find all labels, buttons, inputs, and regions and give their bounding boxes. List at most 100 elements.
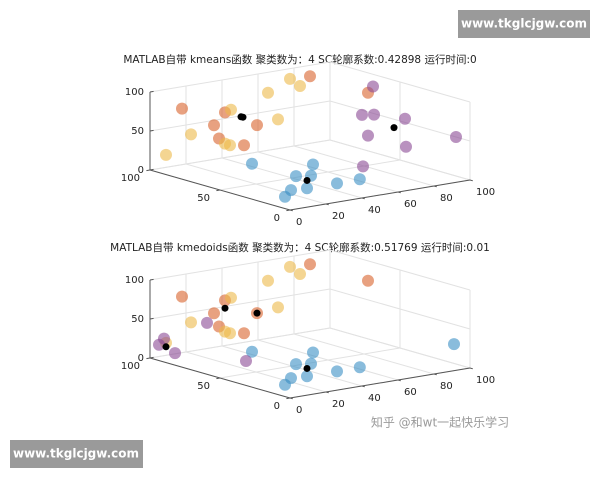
y-tick-label: 60: [404, 199, 417, 210]
point: [153, 338, 165, 351]
point: [303, 176, 311, 184]
point: [272, 113, 284, 126]
point: [224, 327, 236, 340]
tick-mark: [433, 373, 437, 376]
tick-mark: [361, 197, 365, 200]
point: [357, 160, 369, 173]
point: [356, 108, 368, 121]
point: [362, 129, 374, 142]
grid-line: [257, 151, 399, 193]
y-tick-label: 0: [296, 405, 302, 416]
point: [304, 70, 316, 83]
x-tick-label: 0: [274, 213, 280, 224]
x-tick-label: 50: [197, 381, 210, 392]
point: [272, 301, 284, 314]
point: [294, 80, 306, 92]
tick-mark: [216, 189, 221, 192]
y-tick-label: 40: [368, 393, 381, 404]
point: [176, 290, 188, 303]
watermark: 知乎 @和wt一起快乐学习: [371, 415, 509, 430]
grid-line: [257, 339, 399, 381]
tick-mark: [146, 357, 151, 360]
point: [221, 304, 229, 312]
point: [448, 338, 460, 351]
point: [224, 139, 236, 152]
y-tick-label: 40: [368, 205, 381, 216]
tick-mark: [325, 203, 329, 206]
tick-mark: [149, 129, 154, 132]
watermark: www.tkglcjgw.com: [13, 447, 139, 461]
point: [331, 365, 343, 378]
point: [253, 309, 261, 317]
tick-mark: [469, 367, 473, 370]
point: [307, 158, 319, 171]
tick-mark: [469, 179, 473, 182]
point: [301, 370, 313, 383]
chart-title: MATLAB自带 kmedoids函数 聚类数为：4 SC轮廓系数:0.5176…: [110, 241, 490, 254]
watermark: www.tkglcjgw.com: [461, 17, 587, 31]
point: [284, 260, 296, 273]
point: [225, 291, 237, 304]
point: [225, 103, 237, 116]
point: [331, 177, 343, 190]
point: [390, 124, 398, 132]
point: [362, 274, 374, 287]
tick-mark: [289, 397, 293, 400]
grid-line: [149, 139, 331, 171]
point: [162, 343, 170, 351]
point: [290, 358, 302, 371]
point: [176, 102, 188, 115]
grid-line: [149, 249, 331, 281]
y-tick-label: 0: [296, 217, 302, 228]
point: [294, 268, 306, 280]
grid-line: [293, 333, 435, 375]
point: [251, 119, 263, 132]
point: [399, 112, 411, 125]
point: [246, 157, 258, 170]
point: [262, 274, 274, 287]
z-tick-label: 100: [125, 87, 144, 98]
point: [450, 131, 462, 143]
tick-mark: [397, 379, 401, 382]
point: [400, 140, 412, 153]
y-tick-label: 100: [476, 187, 495, 198]
grid-line: [149, 61, 331, 93]
point: [367, 80, 379, 93]
grid-line: [329, 249, 471, 291]
x-tick-label: 100: [121, 173, 140, 184]
point: [169, 347, 181, 360]
point: [262, 86, 274, 99]
point: [290, 170, 302, 183]
tick-mark: [149, 278, 154, 281]
grid-line: [329, 327, 471, 369]
point: [301, 182, 313, 195]
chart-title: MATLAB自带 kmeans函数 聚类数为：4 SC轮廓系数:0.42898 …: [123, 53, 476, 66]
point: [303, 364, 311, 372]
y-tick-label: 80: [440, 193, 453, 204]
point: [284, 72, 296, 85]
point: [208, 307, 220, 320]
tick-mark: [361, 385, 365, 388]
axis-line: [289, 179, 471, 211]
x-tick-label: 0: [274, 401, 280, 412]
point: [201, 316, 213, 329]
tick-mark: [286, 397, 291, 400]
y-tick-label: 60: [404, 387, 417, 398]
point: [246, 345, 258, 358]
tick-mark: [289, 209, 293, 212]
tick-mark: [149, 90, 154, 93]
axis-line: [289, 367, 471, 399]
y-tick-label: 20: [332, 211, 345, 222]
point: [185, 316, 197, 329]
watermark-box: [10, 440, 143, 468]
grid-line: [329, 61, 471, 103]
tick-mark: [325, 391, 329, 394]
tick-mark: [433, 185, 437, 188]
point: [304, 258, 316, 271]
point: [160, 148, 172, 161]
z-tick-label: 100: [125, 275, 144, 286]
tick-mark: [146, 169, 151, 172]
tick-mark: [149, 317, 154, 320]
point: [238, 327, 250, 340]
